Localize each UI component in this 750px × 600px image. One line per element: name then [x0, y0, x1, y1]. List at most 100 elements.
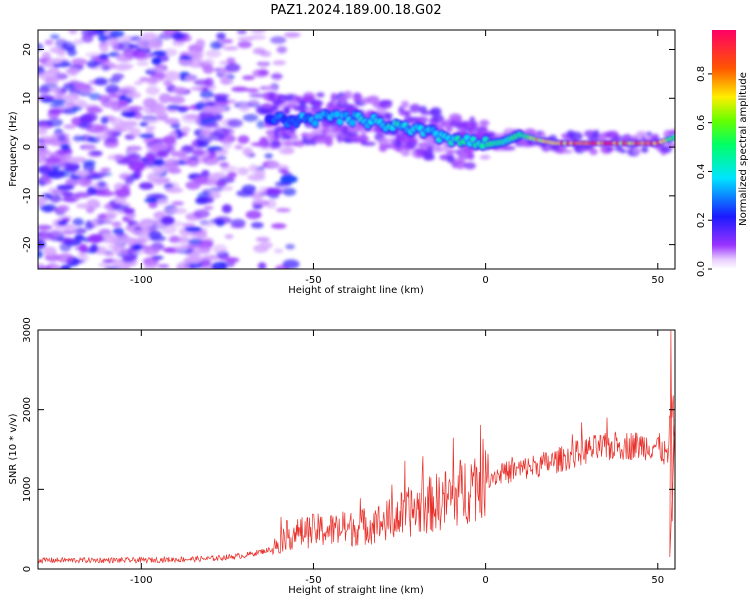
heatmap-cell [199, 259, 212, 267]
heatmap-cell [98, 262, 111, 268]
heatmap-cell [184, 256, 202, 264]
heatmap-cell [48, 108, 64, 115]
heatmap-cell [646, 131, 653, 136]
heatmap-cell [111, 221, 122, 228]
heatmap-cell [54, 94, 65, 99]
heatmap-cell [593, 129, 600, 139]
heatmap-cell [63, 124, 76, 130]
colorbar-tick-label: 0.8 [696, 66, 707, 82]
heatmap-cell [271, 223, 287, 229]
heatmap-cell [106, 135, 118, 141]
snr-frame [37, 329, 676, 570]
heatmap-cell [145, 125, 156, 131]
heatmap-cell [248, 99, 259, 104]
heatmap-cell [361, 136, 370, 142]
heatmap-cell [43, 138, 60, 144]
heatmap-cell [666, 143, 675, 148]
heatmap-cell [84, 202, 98, 212]
heatmap-cell [195, 38, 206, 49]
heatmap-cell [120, 85, 137, 95]
heatmap-cell [467, 152, 475, 161]
heatmap-cell [569, 131, 583, 141]
heatmap-cell [163, 208, 178, 215]
heatmap-cell [38, 165, 51, 174]
heatmap-cell [464, 162, 476, 170]
heatmap-cell [161, 162, 180, 170]
heatmap-cell [123, 207, 135, 215]
heatmap-cell [138, 133, 155, 138]
heatmap-cell [204, 123, 220, 128]
heatmap-cell [86, 174, 103, 180]
heatmap-cell [147, 43, 163, 50]
heatmap-cell [185, 114, 200, 120]
heatmap-cell [252, 47, 266, 55]
heatmap-cell [122, 35, 134, 44]
heatmap-cell [562, 149, 573, 154]
heatmap-cell [264, 153, 273, 159]
heatmap-cell [239, 102, 251, 113]
heatmap-cell [254, 169, 266, 178]
heatmap-cell [114, 189, 125, 196]
heatmap-cell [178, 107, 188, 113]
spectrogram-heatmap [38, 30, 675, 269]
heatmap-cell [182, 223, 196, 228]
heatmap-cell [211, 261, 228, 269]
heatmap-cell [259, 61, 268, 70]
heatmap-cell [202, 155, 220, 166]
heatmap-cell [82, 159, 96, 166]
heatmap-cell [258, 69, 269, 76]
heatmap-cell [38, 86, 51, 94]
heatmap-cell [214, 107, 225, 113]
heatmap-cell [127, 105, 144, 112]
heatmap-cell [38, 156, 46, 164]
heatmap-cell [502, 145, 516, 151]
heatmap-cell [237, 40, 252, 49]
heatmap-cell [245, 210, 262, 220]
heatmap-cell [157, 264, 170, 269]
heatmap-cell [44, 76, 59, 86]
x-tick-label: 0 [482, 275, 488, 286]
heatmap-cell [43, 246, 57, 256]
heatmap-cell [333, 111, 340, 118]
heatmap-cell [437, 147, 449, 152]
heatmap-cell [221, 39, 234, 44]
colorbar: 0.0 0.2 0.4 0.6 0.8 Normalized spectral ampl… [696, 30, 749, 277]
heatmap-cell [85, 52, 101, 58]
heatmap-cell [218, 255, 231, 261]
heatmap-cell [234, 144, 244, 150]
heatmap-cell [118, 41, 134, 52]
heatmap-cell [38, 200, 44, 207]
snr-xlabel: Height of straight line (km) [288, 585, 424, 596]
heatmap-cell [187, 157, 200, 167]
heatmap-cell [330, 92, 337, 103]
heatmap-cell [72, 218, 84, 227]
snr-plot-area [38, 330, 675, 569]
heatmap-cell [258, 186, 268, 195]
heatmap-cell [111, 73, 125, 80]
x-tick-label: 50 [651, 575, 664, 586]
heatmap-cell [207, 173, 220, 179]
heatmap-cell [121, 184, 131, 194]
heatmap-cell [93, 77, 108, 86]
heatmap-cell [283, 106, 291, 116]
heatmap-cell [225, 63, 241, 73]
heatmap-cell [164, 118, 180, 125]
heatmap-cell [253, 244, 269, 253]
heatmap-noise-region [38, 30, 301, 269]
heatmap-cell [282, 259, 300, 269]
heatmap-cell [200, 222, 216, 227]
heatmap-cell [242, 147, 253, 156]
colorbar-ticks: 0.0 0.2 0.4 0.6 0.8 [696, 66, 712, 277]
heatmap-cell [68, 30, 78, 35]
heatmap-cell [71, 58, 88, 66]
heatmap-cell [207, 146, 224, 151]
heatmap-cell [49, 103, 66, 108]
heatmap-cell [237, 167, 249, 176]
heatmap-cell [242, 75, 255, 81]
spectrogram-ylabel: Frequency (Hz) [8, 111, 19, 187]
heatmap-cell [262, 103, 273, 110]
heatmap-cell [152, 50, 167, 57]
heatmap-cell [100, 167, 111, 172]
heatmap-cell [339, 96, 347, 104]
heatmap-cell [230, 218, 246, 228]
